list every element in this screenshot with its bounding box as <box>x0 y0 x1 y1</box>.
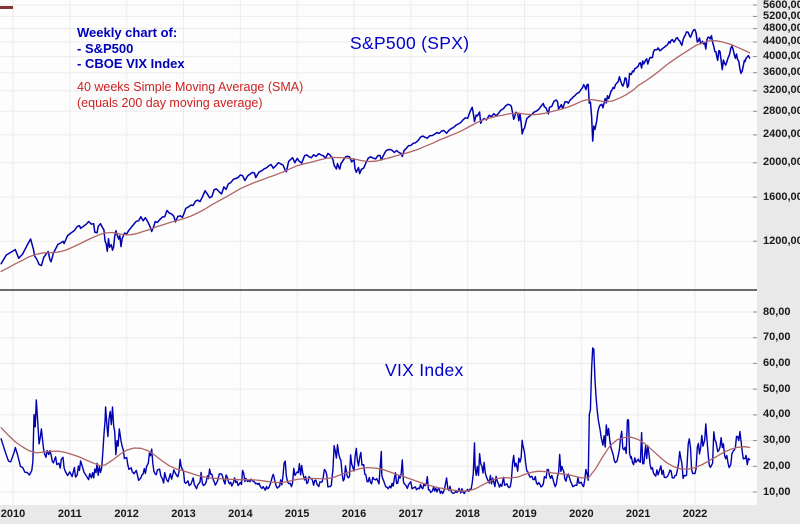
x-axis-strip <box>0 505 757 524</box>
spx-panel-title: S&P500 (SPX) <box>350 33 470 53</box>
spx-price-line <box>0 28 751 267</box>
vix-price-line <box>0 347 751 495</box>
y-axis-strip <box>757 0 800 524</box>
spx-sma-line <box>0 40 751 273</box>
vix-sma-line <box>0 427 751 492</box>
corner-dash <box>0 6 13 9</box>
vix-panel-title: VIX Index <box>385 360 464 380</box>
